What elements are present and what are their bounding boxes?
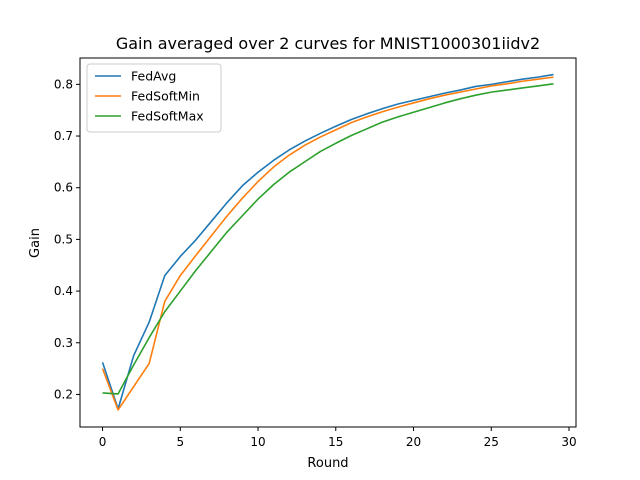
x-tick-label: 10 <box>250 435 265 449</box>
x-tick-label: 5 <box>176 435 184 449</box>
legend-label: FedAvg <box>131 69 176 84</box>
legend: FedAvg FedSoftMin FedSoftMax <box>86 63 222 133</box>
y-tick-label: 0.4 <box>54 284 73 298</box>
y-tick-label: 0.3 <box>54 336 73 350</box>
series-line-fedsoftmax <box>102 83 554 395</box>
legend-box <box>86 63 222 133</box>
plot-frame <box>79 57 577 428</box>
y-tick-label: 0.7 <box>54 129 73 143</box>
x-axis: 0 5 10 15 20 25 30 <box>99 427 577 449</box>
x-tick-label: 0 <box>99 435 107 449</box>
legend-label: FedSoftMax <box>131 109 204 124</box>
chart-title: Gain averaged over 2 curves for MNIST100… <box>116 34 540 53</box>
series-line-fedsoftmin <box>101 76 554 411</box>
x-tick-label: 20 <box>406 435 421 449</box>
y-axis: 0.2 0.3 0.4 0.5 0.6 0.7 0.8 <box>54 77 80 401</box>
y-axis-label: Gain <box>28 228 43 258</box>
plot-area <box>101 73 554 411</box>
series-line-fedavg <box>101 73 554 410</box>
y-tick-label: 0.8 <box>54 77 73 91</box>
y-tick-label: 0.2 <box>54 387 73 401</box>
legend-label: FedSoftMin <box>131 89 200 104</box>
x-tick-label: 30 <box>561 435 576 449</box>
y-tick-label: 0.6 <box>54 181 73 195</box>
x-axis-label: Round <box>307 456 348 471</box>
x-tick-label: 15 <box>328 435 343 449</box>
x-tick-label: 25 <box>484 435 499 449</box>
y-tick-label: 0.5 <box>54 232 73 246</box>
